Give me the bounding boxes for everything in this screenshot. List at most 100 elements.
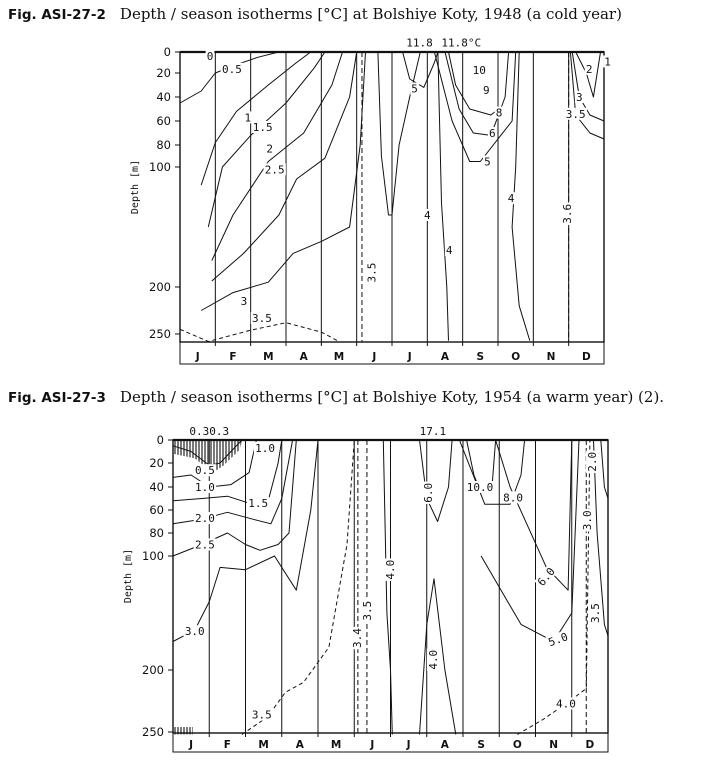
isotherm-label: 4.0 <box>427 650 440 670</box>
label-background <box>465 481 495 493</box>
month-label: O <box>513 739 522 751</box>
isotherm-label: 11.8 <box>406 37 433 50</box>
label-background <box>501 491 525 504</box>
y-tick-label: 60 <box>149 503 164 517</box>
label-background <box>494 106 504 119</box>
isotherm-line <box>511 51 531 341</box>
isotherm-line <box>207 51 326 228</box>
month-label: J <box>369 739 374 751</box>
label-background <box>360 599 373 622</box>
month-label: D <box>586 739 595 751</box>
label-background <box>483 155 492 168</box>
isotherm-label: 1.0 <box>195 481 215 494</box>
month-label: A <box>296 739 305 751</box>
isotherm-label: 5 <box>411 83 418 96</box>
label-background <box>183 625 206 638</box>
label-background <box>534 564 558 589</box>
isotherm-label: 8.0 <box>503 491 523 504</box>
isotherm-label: 1 <box>245 111 252 124</box>
isotherm-line <box>448 51 502 116</box>
month-label: F <box>224 739 231 751</box>
isotherm-label: 3.5 <box>366 263 379 283</box>
label-background <box>193 464 217 477</box>
isotherm-line <box>575 51 601 98</box>
isotherm-label: 2.0 <box>586 452 599 472</box>
y-axis-label: Depth [m] <box>123 549 134 603</box>
y-tick-label: 60 <box>156 114 171 128</box>
isotherm-label: 6 <box>489 127 496 140</box>
label-background <box>564 107 587 120</box>
label-background <box>253 442 277 455</box>
isotherm-line <box>241 439 355 735</box>
y-tick-label: 40 <box>149 480 164 494</box>
month-label: N <box>549 739 558 751</box>
isotherm-label: 4 <box>446 244 453 257</box>
y-tick-label: 80 <box>156 138 171 152</box>
label-background <box>603 55 612 68</box>
y-tick-label: 250 <box>142 725 164 739</box>
isotherm-label: 2.5 <box>265 163 285 176</box>
month-label: O <box>511 351 520 363</box>
figure-title: Depth / season isotherms [°C] at Bolshiy… <box>119 388 665 406</box>
isotherm-label: 8 <box>496 107 503 120</box>
y-tick-label: 0 <box>164 45 171 59</box>
isotherm-label: 10.0 <box>467 481 494 494</box>
month-label: M <box>331 739 341 751</box>
isotherm-line <box>517 439 591 735</box>
month-label: S <box>477 351 485 363</box>
isotherm-label: 0 <box>207 50 214 63</box>
y-tick-label: 80 <box>149 526 164 540</box>
figure-caption-2: Fig. ASI-27-3 Depth / season isotherms [°… <box>8 388 664 406</box>
label-background <box>444 243 454 256</box>
month-label: J <box>371 351 376 363</box>
isotherm-label: 3.4 <box>351 628 364 648</box>
isotherm-line <box>433 51 517 162</box>
isotherm-line <box>495 439 573 591</box>
label-background <box>586 450 599 474</box>
isotherm-line <box>211 51 343 261</box>
isotherm-label: 6.0 <box>535 565 558 589</box>
y-tick-label: 200 <box>142 663 164 677</box>
chart-1954: 0 20 40 60 80 100 200 250 Depth [m] J F M A M J J A S O N D 0… <box>123 425 609 753</box>
isotherm-label: 3 <box>241 295 248 308</box>
isotherm-label: 4 <box>508 192 515 205</box>
label-background <box>588 601 601 625</box>
month-label: M <box>263 351 273 363</box>
label-background <box>239 295 249 308</box>
isotherm-line <box>172 439 257 488</box>
isotherm-line <box>377 51 421 216</box>
isotherm-label: 10 <box>473 64 486 77</box>
y-tick-label: 200 <box>149 280 171 294</box>
y-tick-label: 20 <box>156 66 171 80</box>
isotherm-label: 4.0 <box>556 697 576 710</box>
isotherm-label: 4 <box>424 209 431 222</box>
label-background <box>421 481 434 504</box>
month-label: A <box>441 739 450 751</box>
label-background <box>250 708 274 721</box>
isotherm-label: 0.5 <box>222 63 242 76</box>
label-background <box>193 538 217 551</box>
isotherm-label: 1 <box>604 55 611 68</box>
isotherm-label: 2.5 <box>195 539 215 552</box>
label-background <box>193 481 217 493</box>
isotherm-label: 2.0 <box>195 512 215 525</box>
isotherm-label: 5.0 <box>547 630 570 649</box>
y-axis-label: Depth [m] <box>130 160 141 214</box>
label-background <box>422 209 432 221</box>
label-background <box>351 626 364 650</box>
isotherm-label: 3.0 <box>581 510 594 530</box>
isotherm-label: 6.0 <box>422 483 435 503</box>
isotherm-label: 1.5 <box>253 121 273 134</box>
isotherm-line <box>437 51 449 341</box>
label-background <box>220 62 244 75</box>
isotherm-line <box>172 439 319 642</box>
isotherm-line <box>211 51 358 282</box>
label-background <box>506 192 516 205</box>
month-label: F <box>229 351 236 363</box>
isotherm-label: 2 <box>586 63 593 76</box>
label-background <box>246 497 270 510</box>
month-label: M <box>258 739 268 751</box>
month-label: J <box>407 351 412 363</box>
label-background <box>251 121 274 133</box>
isotherm-label: 3.5 <box>589 603 602 623</box>
